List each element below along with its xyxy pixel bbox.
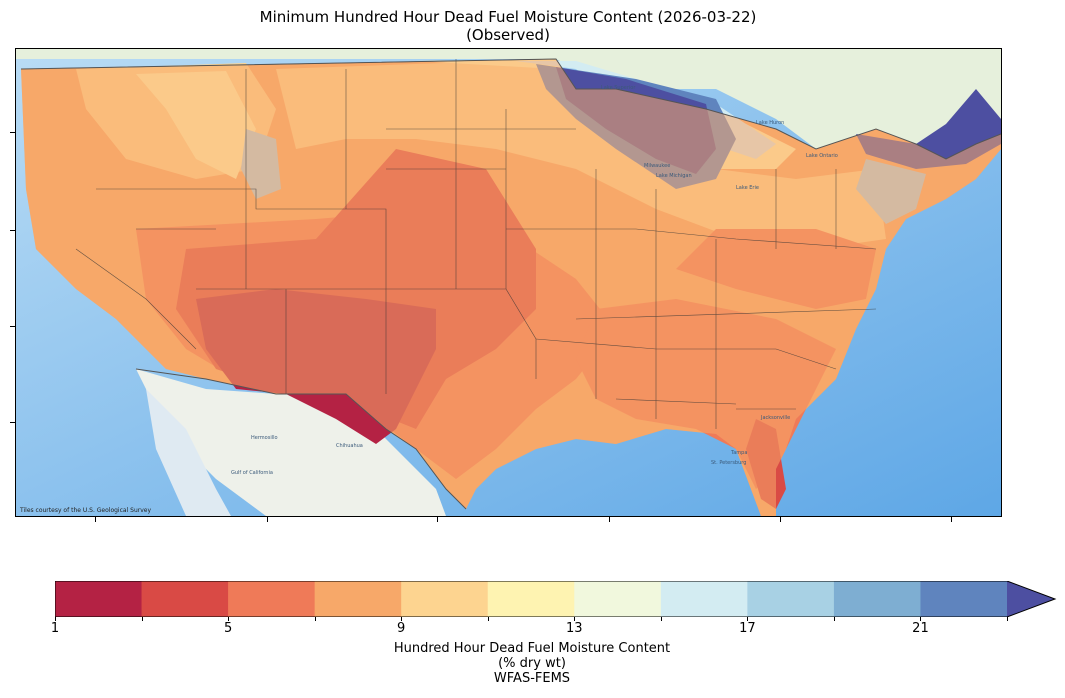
map-canvas: Lake Superior Lake Michigan Lake Huron L…: [16, 49, 1001, 516]
x-tick: [267, 517, 268, 522]
place-label: Lake Michigan: [656, 173, 692, 179]
colorbar-tick: [920, 617, 922, 621]
colorbar-tick: [747, 617, 749, 621]
colorbar-segment: [55, 581, 143, 617]
colorbar-segment: [660, 581, 748, 617]
colorbar-segment: [487, 581, 575, 617]
map-subtitle: (Observed): [466, 26, 550, 44]
canada-land: [16, 49, 1001, 159]
place-label: Hermosillo: [251, 435, 278, 441]
colorbar-segment: [920, 581, 1008, 617]
colorbar-units: (% dry wt): [498, 656, 566, 671]
place-label: Milwaukee: [644, 163, 670, 169]
gulf-of-california: [146, 389, 231, 516]
place-label: Lake Ontario: [806, 153, 838, 159]
colorbar-tick-label: 5: [223, 621, 233, 636]
colorbar-label: Hundred Hour Dead Fuel Moisture Content: [393, 641, 671, 656]
y-tick: [10, 422, 15, 423]
colorbar-segment: [833, 581, 921, 617]
place-label: Lake Huron: [756, 120, 784, 126]
y-tick: [10, 132, 15, 133]
colorbar: [55, 581, 1057, 617]
colorbar-extend-arrow: [1007, 581, 1055, 617]
x-tick: [951, 517, 952, 522]
colorbar-tick: [55, 617, 56, 621]
colorbar-segment: [228, 581, 316, 617]
state-boundaries: [20, 58, 877, 429]
place-label: Lake Superior: [601, 85, 636, 91]
place-label: St. Petersburg: [711, 460, 746, 466]
map-attribution: Tiles courtesy of the U.S. Geological Su…: [20, 507, 152, 514]
fuel-moisture-map: Lake Superior Lake Michigan Lake Huron L…: [15, 48, 1002, 517]
y-tick: [10, 326, 15, 327]
colorbar-segment: [401, 581, 489, 617]
colorbar-source: WFAS-FEMS: [493, 671, 571, 686]
us-canada-border: [20, 58, 1001, 160]
us-mexico-border: [135, 368, 467, 510]
colorbar-segment: [574, 581, 662, 617]
place-label: Chihuahua: [336, 443, 363, 449]
colorbar-tick-label: 13: [565, 621, 583, 636]
colorbar-tick: [401, 617, 403, 621]
x-tick: [437, 517, 438, 522]
place-label: Lake Erie: [736, 185, 759, 191]
x-tick: [780, 517, 781, 522]
colorbar-segment: [141, 581, 229, 617]
colorbar-tick: [487, 617, 489, 621]
place-label: Tampa: [730, 450, 747, 456]
colorbar-segment: [747, 581, 835, 617]
colorbar-outline: [55, 581, 1057, 617]
x-tick: [95, 517, 96, 522]
place-label: Jacksonville: [760, 415, 790, 421]
colorbar-tick: [660, 617, 662, 621]
y-tick: [10, 230, 15, 231]
map-title: Minimum Hundred Hour Dead Fuel Moisture …: [259, 8, 757, 26]
place-label: Gulf of California: [231, 470, 273, 476]
colorbar-tick: [833, 617, 835, 621]
colorbar-tick-label: 17: [739, 621, 756, 636]
colorbar-tick: [314, 617, 316, 621]
colorbar-tick-label: 1: [50, 621, 60, 636]
colorbar-tick-label: 21: [912, 621, 929, 636]
colorbar-tick: [228, 617, 230, 621]
mexico-land: [136, 369, 446, 516]
colorbar-tick: [141, 617, 143, 621]
colorbar-tick: [1007, 617, 1008, 621]
x-tick: [609, 517, 610, 522]
colorbar-segment: [314, 581, 402, 617]
colorbar-tick: [574, 617, 576, 621]
colorbar-tick-label: 9: [397, 621, 406, 636]
